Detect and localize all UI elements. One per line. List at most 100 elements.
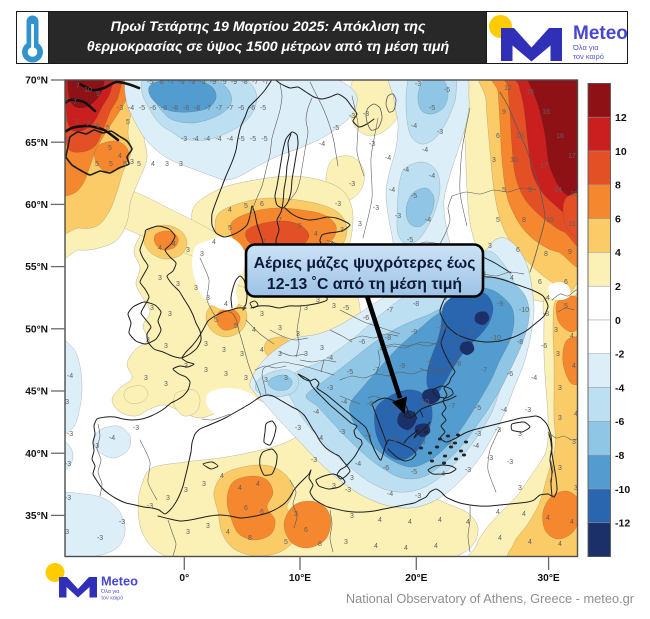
- svg-text:-4: -4: [501, 407, 507, 414]
- svg-text:3: 3: [164, 381, 168, 388]
- svg-text:-8: -8: [241, 79, 247, 86]
- svg-text:3: 3: [558, 465, 562, 472]
- svg-text:6: 6: [304, 527, 308, 534]
- svg-text:-9: -9: [231, 79, 237, 86]
- svg-text:4: 4: [466, 519, 470, 526]
- svg-text:-4: -4: [389, 187, 395, 194]
- svg-text:16: 16: [542, 109, 550, 116]
- svg-text:-4: -4: [531, 375, 537, 382]
- svg-text:5: 5: [564, 303, 568, 310]
- svg-text:17: 17: [540, 163, 548, 170]
- svg-text:60°N: 60°N: [25, 200, 48, 211]
- svg-text:-4: -4: [317, 435, 323, 442]
- svg-text:7: 7: [86, 121, 90, 128]
- svg-text:3: 3: [204, 367, 208, 374]
- svg-text:-7: -7: [373, 367, 379, 374]
- svg-text:3: 3: [492, 157, 496, 164]
- svg-text:3: 3: [296, 331, 300, 338]
- svg-text:3: 3: [150, 305, 154, 312]
- svg-text:3: 3: [184, 363, 188, 370]
- svg-text:3: 3: [186, 247, 190, 254]
- svg-text:45°N: 45°N: [25, 387, 48, 398]
- svg-text:3: 3: [168, 311, 172, 318]
- svg-text:-7: -7: [387, 307, 393, 314]
- svg-text:3: 3: [344, 539, 348, 546]
- svg-text:-5: -5: [333, 125, 339, 132]
- svg-text:4: 4: [570, 519, 574, 526]
- svg-text:-3: -3: [311, 457, 317, 464]
- svg-text:9: 9: [96, 91, 100, 98]
- svg-text:3: 3: [558, 385, 562, 392]
- svg-text:4: 4: [558, 541, 562, 548]
- svg-text:-5: -5: [147, 79, 153, 86]
- svg-text:-5: -5: [260, 105, 266, 112]
- svg-text:-4: -4: [67, 373, 73, 380]
- svg-text:-4: -4: [403, 167, 409, 174]
- svg-text:-8: -8: [194, 105, 200, 112]
- svg-text:3: 3: [554, 327, 558, 334]
- svg-text:-5: -5: [475, 405, 481, 412]
- svg-text:-4: -4: [204, 136, 210, 143]
- svg-text:55°N: 55°N: [25, 262, 48, 273]
- svg-text:-3: -3: [349, 181, 355, 188]
- svg-text:9: 9: [528, 187, 532, 194]
- svg-text:4: 4: [572, 363, 576, 370]
- svg-text:4: 4: [256, 481, 260, 488]
- svg-text:5: 5: [126, 119, 130, 126]
- svg-text:4: 4: [570, 333, 574, 340]
- svg-text:-3: -3: [335, 201, 341, 208]
- svg-text:10: 10: [510, 157, 518, 164]
- svg-text:-9: -9: [189, 79, 195, 86]
- svg-text:Όλα για: Όλα για: [100, 589, 119, 595]
- svg-text:3: 3: [164, 343, 168, 350]
- svg-text:-9: -9: [399, 363, 405, 370]
- svg-text:-5: -5: [139, 105, 145, 112]
- svg-text:-5: -5: [411, 193, 417, 200]
- svg-text:-8: -8: [391, 437, 397, 444]
- svg-text:3: 3: [574, 485, 578, 492]
- svg-text:-3: -3: [525, 407, 531, 414]
- svg-text:12: 12: [615, 112, 627, 124]
- svg-text:-3: -3: [465, 467, 471, 474]
- svg-text:5: 5: [95, 161, 99, 168]
- svg-text:12-13 ˚C από τη μέση τιμή: 12-13 ˚C από τη μέση τιμή: [267, 276, 462, 293]
- svg-text:-5: -5: [250, 136, 256, 143]
- svg-text:3: 3: [332, 483, 336, 490]
- svg-text:4: 4: [314, 231, 318, 238]
- svg-text:3: 3: [278, 351, 282, 358]
- svg-text:-10: -10: [491, 335, 501, 342]
- svg-text:4: 4: [212, 239, 216, 246]
- svg-text:2: 2: [615, 281, 621, 293]
- svg-text:-5: -5: [238, 136, 244, 143]
- svg-text:-4: -4: [341, 399, 347, 406]
- svg-text:-3: -3: [395, 213, 401, 220]
- svg-text:-9: -9: [441, 295, 447, 302]
- svg-text:5: 5: [106, 125, 110, 132]
- svg-text:-4: -4: [439, 471, 445, 478]
- svg-text:50°N: 50°N: [25, 324, 48, 335]
- svg-text:-4: -4: [109, 435, 115, 442]
- svg-text:-3: -3: [487, 455, 493, 462]
- svg-text:-3: -3: [133, 425, 139, 432]
- svg-text:5: 5: [137, 161, 141, 168]
- svg-text:4: 4: [438, 517, 442, 524]
- svg-text:-8: -8: [161, 105, 167, 112]
- svg-text:3: 3: [350, 475, 354, 482]
- svg-text:3: 3: [146, 337, 150, 344]
- svg-text:-3: -3: [65, 461, 71, 468]
- svg-text:4: 4: [252, 327, 256, 334]
- svg-text:-5: -5: [411, 469, 417, 476]
- svg-text:-10: -10: [615, 484, 630, 496]
- svg-text:τον καιρό: τον καιρό: [573, 52, 604, 61]
- svg-text:6: 6: [260, 509, 264, 516]
- svg-text:17: 17: [568, 153, 576, 160]
- svg-text:3: 3: [186, 529, 190, 536]
- svg-text:35°N: 35°N: [25, 511, 48, 522]
- svg-text:3: 3: [240, 351, 244, 358]
- svg-text:Όλα για: Όλα για: [572, 43, 599, 52]
- svg-text:7: 7: [278, 217, 282, 224]
- svg-text:4: 4: [615, 247, 621, 259]
- svg-text:9: 9: [568, 249, 572, 256]
- svg-text:4: 4: [118, 153, 122, 160]
- svg-text:40°N: 40°N: [25, 449, 48, 460]
